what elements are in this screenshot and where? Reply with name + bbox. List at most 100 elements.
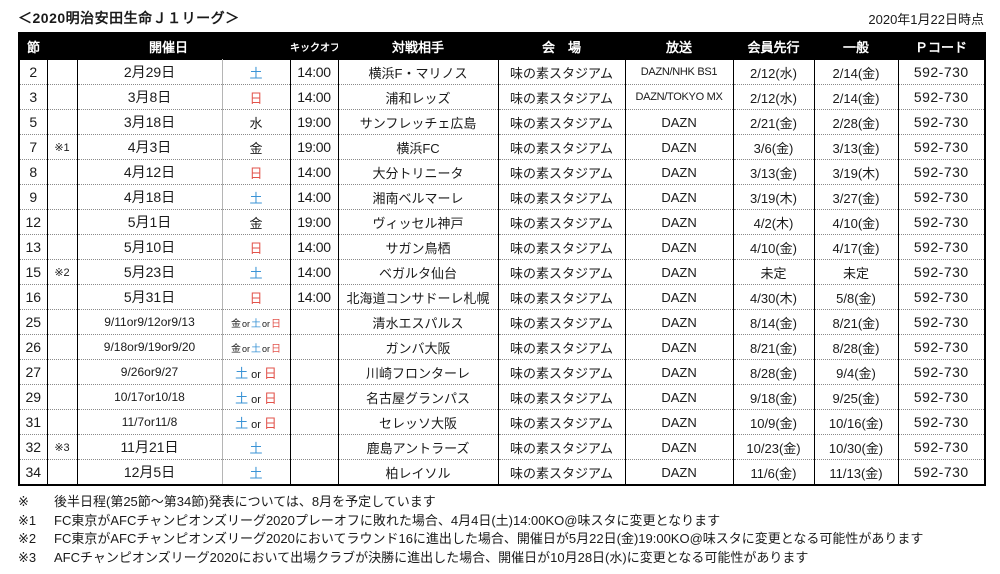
date-cell: 3月18日	[77, 109, 223, 135]
day-segment: or	[262, 318, 271, 329]
opponent-cell: 川崎フロンターレ	[338, 359, 499, 385]
pcode-cell: 592-730	[898, 259, 986, 285]
kickoff-cell: 19:00	[290, 134, 339, 160]
col-header-member-sale: 会員先行	[733, 33, 815, 60]
day-of-week-cell: 日	[222, 284, 291, 310]
opponent-cell: 横浜FC	[338, 134, 499, 160]
note-cell	[47, 459, 78, 485]
member-sale-cell: 8/28(金)	[733, 359, 815, 385]
general-sale-cell: 3/27(金)	[814, 184, 899, 210]
footnote: ※1 FC東京がAFCチャンピオンズリーグ2020プレーオフに敗れた場合、4月4…	[18, 512, 1000, 531]
footnotes: ※ 後半日程(第25節～第34節)発表については、8月を予定しています ※1 F…	[18, 493, 1000, 567]
round-cell: 34	[19, 459, 48, 485]
opponent-cell: 柏レイソル	[338, 459, 499, 485]
venue-cell: 味の素スタジアム	[498, 134, 626, 160]
kickoff-cell	[290, 359, 339, 385]
note-cell	[47, 334, 78, 360]
day-of-week-cell: 土	[222, 434, 291, 460]
note-cell	[47, 409, 78, 435]
round-cell: 31	[19, 409, 48, 435]
member-sale-cell: 10/9(金)	[733, 409, 815, 435]
day-of-week-cell: 水	[222, 109, 291, 135]
broadcast-cell: DAZN	[625, 159, 734, 185]
general-sale-cell: 5/8(金)	[814, 284, 899, 310]
kickoff-cell: 14:00	[290, 284, 339, 310]
day-of-week-cell: 金or土or日	[222, 309, 291, 335]
col-header-opponent: 対戦相手	[338, 33, 499, 60]
broadcast-cell: DAZN	[625, 409, 734, 435]
note-cell	[47, 384, 78, 410]
footnote-text: FC東京がAFCチャンピオンズリーグ2020プレーオフに敗れた場合、4月4日(土…	[54, 512, 721, 528]
pcode-cell: 592-730	[898, 459, 986, 485]
day-segment: 日	[249, 290, 263, 306]
day-of-week-cell: 土 or 日	[222, 409, 291, 435]
pcode-cell: 592-730	[898, 384, 986, 410]
note-cell	[47, 284, 78, 310]
round-cell: 15	[19, 259, 48, 285]
date-cell: 4月18日	[77, 184, 223, 210]
venue-cell: 味の素スタジアム	[498, 459, 626, 485]
broadcast-cell: DAZN	[625, 359, 734, 385]
broadcast-cell: DAZN	[625, 184, 734, 210]
table-row: 31 11/7or11/8 土 or 日セレッソ大阪 味の素スタジアム DAZN 10/9(金…	[19, 409, 986, 435]
venue-cell: 味の素スタジアム	[498, 84, 626, 110]
day-segment: 土	[249, 65, 263, 81]
general-sale-cell: 8/21(金)	[814, 309, 899, 335]
member-sale-cell: 8/14(金)	[733, 309, 815, 335]
table-row: 7 ※1 4月3日 金 19:00 横浜FC 味の素スタジアム DAZN 3/6(金) 3/13(…	[19, 134, 986, 160]
round-cell: 25	[19, 309, 48, 335]
pcode-cell: 592-730	[898, 234, 986, 260]
date-cell: 5月31日	[77, 284, 223, 310]
footnote-mark: ※1	[18, 512, 37, 528]
table-header-row: 節 開催日 キックオフ 対戦相手 会 場 放送 会員先行 一般 Ｐコード	[19, 33, 986, 60]
broadcast-cell: DAZN	[625, 334, 734, 360]
day-segment: or	[241, 318, 250, 329]
page-header: ＜2020明治安田生命Ｊ１リーグ＞ 2020年1月22日時点	[0, 0, 1000, 32]
day-segment: 土	[249, 265, 263, 281]
table-row: 27 9/26or9/27 土 or 日川崎フロンターレ 味の素スタジアム DAZN 8/28…	[19, 359, 986, 385]
pcode-cell: 592-730	[898, 409, 986, 435]
broadcast-cell: DAZN	[625, 234, 734, 260]
note-cell: ※1	[47, 134, 78, 160]
round-cell: 5	[19, 109, 48, 135]
round-cell: 12	[19, 209, 48, 235]
day-segment: 金	[249, 140, 263, 156]
table-row: 15 ※2 5月23日土 14:00 ベガルタ仙台 味の素スタジアム DAZN 未定 未定 592…	[19, 259, 986, 285]
date-cell: 2月29日	[77, 59, 223, 85]
kickoff-cell	[290, 409, 339, 435]
kickoff-cell: 19:00	[290, 209, 339, 235]
date-cell: 5月23日	[77, 259, 223, 285]
venue-cell: 味の素スタジアム	[498, 434, 626, 460]
col-header-kickoff: キックオフ	[290, 33, 339, 60]
date-cell: 11/7or11/8	[77, 409, 223, 435]
pcode-cell: 592-730	[898, 359, 986, 385]
broadcast-cell: DAZN	[625, 259, 734, 285]
kickoff-cell: 14:00	[290, 184, 339, 210]
note-cell	[47, 309, 78, 335]
date-cell: 3月8日	[77, 84, 223, 110]
opponent-cell: セレッソ大阪	[338, 409, 499, 435]
table-row: 5 3月18日 水 19:00 サンフレッチェ広島 味の素スタジアム DAZN 2/21(金)…	[19, 109, 986, 135]
general-sale-cell: 4/17(金)	[814, 234, 899, 260]
member-sale-cell: 2/21(金)	[733, 109, 815, 135]
broadcast-cell: DAZN	[625, 134, 734, 160]
note-cell	[47, 59, 78, 85]
date-cell: 9/26or9/27	[77, 359, 223, 385]
day-of-week-cell: 日	[222, 84, 291, 110]
pcode-cell: 592-730	[898, 434, 986, 460]
day-segment: 日	[271, 318, 282, 330]
broadcast-cell: DAZN	[625, 459, 734, 485]
kickoff-cell	[290, 434, 339, 460]
day-segment: 日	[263, 415, 277, 431]
opponent-cell: 清水エスパルス	[338, 309, 499, 335]
day-segment: 土	[235, 415, 249, 431]
general-sale-cell: 2/14(金)	[814, 59, 899, 85]
table-row: 8 4月12日 日 14:00 大分トリニータ 味の素スタジアム DAZN 3/13(金) 3/…	[19, 159, 986, 185]
day-segment: 土	[249, 440, 263, 456]
pcode-cell: 592-730	[898, 59, 986, 85]
col-header-venue: 会 場	[498, 33, 626, 60]
broadcast-cell: DAZN/TOKYO MX	[625, 84, 734, 110]
day-segment: 日	[249, 165, 263, 181]
day-segment: or	[251, 418, 261, 431]
table-row: 32 ※3 11月21日 土 鹿島アントラーズ 味の素スタジアム DAZN 10/23(金) 1…	[19, 434, 986, 460]
